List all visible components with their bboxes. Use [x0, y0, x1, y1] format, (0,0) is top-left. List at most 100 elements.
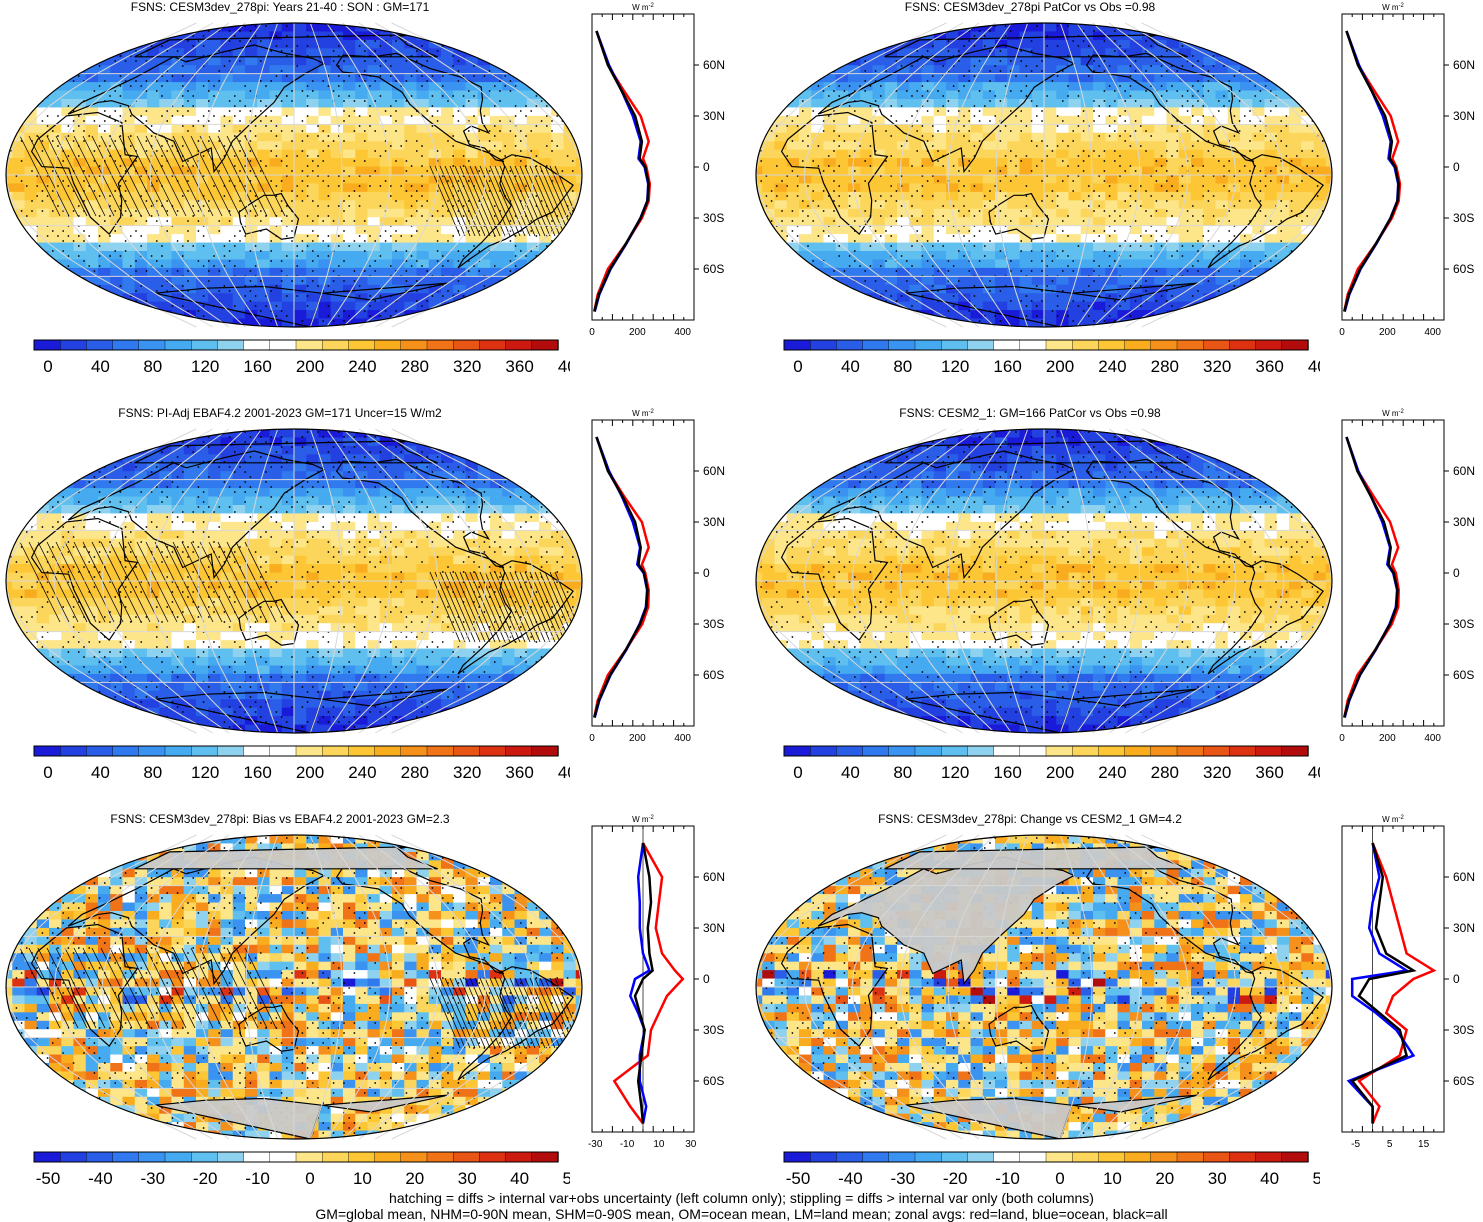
colorbar-tick-label: 0	[43, 763, 52, 782]
colorbar-box	[270, 1152, 297, 1162]
colorbar-box	[427, 1152, 454, 1162]
colorbar-tick-label: 360	[505, 357, 533, 376]
colorbar-box	[1256, 1152, 1283, 1162]
lat-label: 30N	[1453, 515, 1475, 529]
zonal-tick-label: 5	[1387, 1139, 1393, 1150]
zonal-line-all	[594, 437, 647, 718]
colorbar-tick-label: -20	[193, 1169, 218, 1188]
colorbar-box	[453, 1152, 480, 1162]
zonal-units: W m-2	[632, 815, 654, 824]
colorbar-box	[270, 340, 297, 350]
lat-label: 60S	[1453, 668, 1474, 682]
zonal-tick-label: 0	[589, 327, 595, 338]
lat-label: 30S	[1453, 1023, 1474, 1037]
panel-2: FSNS: CESM3dev_278pi PatCor vs Obs =0.98…	[750, 0, 1483, 400]
colorbar-tick-label: 360	[1255, 763, 1283, 782]
colorbar-box	[60, 746, 87, 756]
colorbar-box	[191, 746, 218, 756]
colorbar-tick-label: 280	[1151, 763, 1179, 782]
zonal-units: W m-2	[1382, 409, 1404, 418]
zonal-tick-label: 0	[589, 733, 595, 744]
map-title: FSNS: CESM3dev_278pi: Years 21-40 : SON …	[0, 0, 560, 14]
colorbar-box	[217, 746, 244, 756]
colorbar-box	[941, 746, 968, 756]
colorbar-box	[113, 1152, 140, 1162]
colorbar-box	[296, 746, 323, 756]
lat-label: 0	[1453, 566, 1460, 580]
colorbar-box	[1151, 340, 1178, 350]
lat-label: 60N	[703, 464, 725, 478]
colorbar-tick-label: 10	[1103, 1169, 1122, 1188]
colorbar-box	[375, 340, 402, 350]
colorbar-box	[244, 340, 271, 350]
colorbar-tick-label: 400	[558, 357, 570, 376]
colorbar-box	[836, 340, 863, 350]
colorbar-box	[967, 340, 994, 350]
colorbar-box	[810, 340, 837, 350]
colorbar-tick-label: 50	[1313, 1169, 1320, 1188]
zonal-units: W m-2	[632, 3, 654, 12]
colorbar-box	[165, 340, 192, 350]
colorbar-box	[532, 340, 559, 350]
colorbar-tick-label: 40	[841, 763, 860, 782]
colorbar-box	[532, 746, 559, 756]
colorbar-box	[165, 746, 192, 756]
zonal-tick-label: -10	[620, 1139, 635, 1150]
colorbar-box	[506, 340, 533, 350]
colorbar-box	[889, 1152, 916, 1162]
colorbar-box	[1125, 340, 1152, 350]
colorbar-box	[1177, 746, 1204, 756]
colorbar-box	[889, 746, 916, 756]
colorbar-box	[863, 340, 890, 350]
zonal-line-ocean	[595, 437, 647, 718]
colorbar-tick-label: 10	[353, 1169, 372, 1188]
colorbar-box	[863, 746, 890, 756]
colorbar-box	[532, 1152, 559, 1162]
colorbar-tick-label: 240	[1098, 763, 1126, 782]
colorbar-tick-label: 0	[793, 763, 802, 782]
colorbar-box	[86, 340, 113, 350]
colorbar-box	[1177, 1152, 1204, 1162]
colorbar-box	[1046, 746, 1073, 756]
colorbar-box	[427, 340, 454, 350]
colorbar-box	[941, 340, 968, 350]
colorbar-tick-label: 200	[1046, 763, 1074, 782]
zonal-tick-label: 200	[1379, 733, 1396, 744]
colorbar: 04080120160200240280320360400	[780, 744, 1320, 784]
colorbar-box	[348, 1152, 375, 1162]
colorbar-box	[784, 1152, 811, 1162]
colorbar: 04080120160200240280320360400	[30, 744, 570, 784]
colorbar-tick-label: 20	[405, 1169, 424, 1188]
colorbar-tick-label: 80	[893, 763, 912, 782]
world-map	[750, 828, 1338, 1146]
colorbar-box	[836, 1152, 863, 1162]
colorbar-tick-label: 320	[453, 763, 481, 782]
colorbar-box	[1203, 1152, 1230, 1162]
colorbar-box	[453, 340, 480, 350]
colorbar-box	[1229, 746, 1256, 756]
colorbar-box	[1046, 340, 1073, 350]
colorbar-box	[401, 746, 428, 756]
colorbar-tick-label: 0	[305, 1169, 314, 1188]
colorbar-box	[479, 1152, 506, 1162]
colorbar-tick-label: 400	[1308, 357, 1320, 376]
colorbar-tick-label: 320	[453, 357, 481, 376]
zonal-tick-label: 200	[1379, 327, 1396, 338]
lat-label: 30N	[703, 515, 725, 529]
zonal-tick-label: 10	[653, 1139, 665, 1150]
colorbar-box	[1098, 340, 1125, 350]
colorbar-box	[348, 746, 375, 756]
colorbar-box	[1177, 340, 1204, 350]
zonal-line-land	[1344, 437, 1398, 718]
colorbar-box	[1125, 746, 1152, 756]
colorbar-box	[1203, 746, 1230, 756]
colorbar-tick-label: 40	[91, 763, 110, 782]
lat-label: 60N	[1453, 464, 1475, 478]
colorbar-box	[244, 746, 271, 756]
footer-legend-note: GM=global mean, NHM=0-90N mean, SHM=0-90…	[0, 1206, 1483, 1222]
colorbar-tick-label: 50	[563, 1169, 570, 1188]
colorbar-box	[1020, 340, 1047, 350]
colorbar-tick-label: -30	[891, 1169, 916, 1188]
lat-label: 30N	[703, 109, 725, 123]
colorbar-tick-label: 280	[401, 763, 429, 782]
